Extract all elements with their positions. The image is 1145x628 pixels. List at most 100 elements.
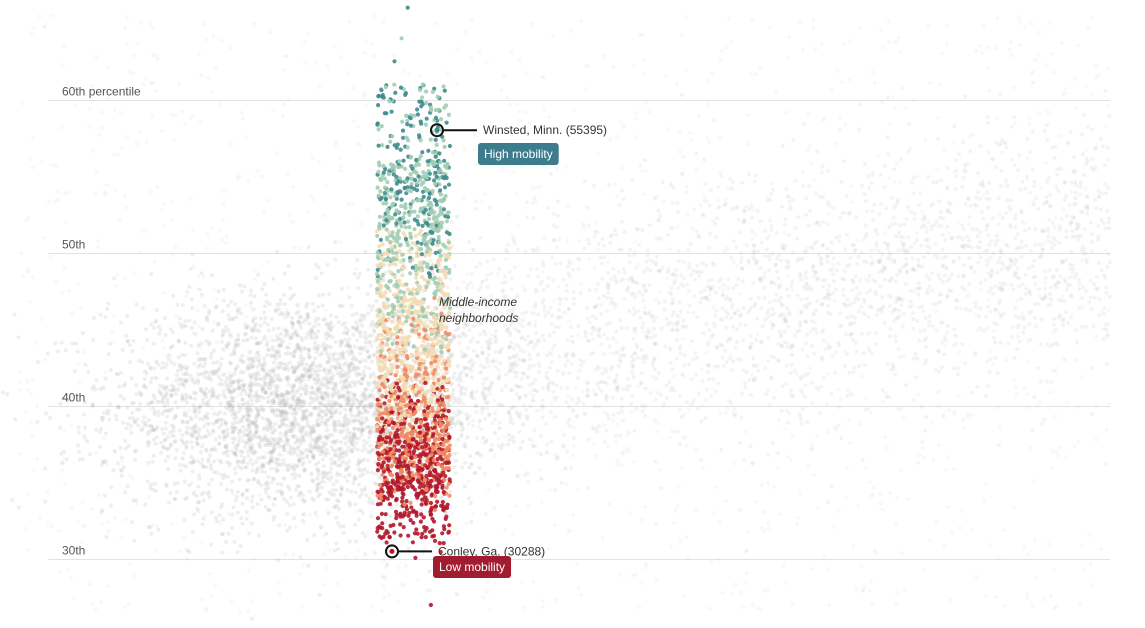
background-point: [601, 294, 606, 298]
background-point: [185, 548, 190, 553]
background-point: [263, 390, 268, 395]
background-point: [294, 464, 299, 469]
background-point: [531, 363, 536, 368]
background-point: [689, 377, 694, 382]
background-point: [250, 468, 255, 473]
background-point: [990, 216, 995, 221]
background-point: [142, 415, 147, 420]
background-point: [315, 435, 320, 440]
background-point: [255, 468, 259, 473]
background-point: [328, 375, 333, 380]
background-point: [226, 401, 231, 406]
background-point: [340, 375, 344, 380]
background-point: [477, 418, 482, 423]
background-point: [602, 243, 607, 248]
background-point: [152, 366, 157, 371]
background-point: [300, 417, 305, 422]
background-point: [276, 457, 281, 462]
background-point: [848, 302, 853, 307]
background-point: [98, 444, 103, 449]
background-point: [509, 340, 514, 345]
background-point: [298, 357, 303, 362]
background-point: [265, 339, 270, 344]
background-point: [887, 250, 892, 255]
background-point: [232, 451, 237, 456]
background-point: [478, 370, 483, 375]
background-point: [177, 428, 182, 433]
background-point: [174, 447, 179, 452]
background-point: [1010, 325, 1015, 330]
background-point: [698, 300, 703, 305]
background-point: [215, 304, 219, 309]
background-point: [94, 378, 99, 383]
background-point: [272, 514, 277, 519]
background-point: [58, 401, 63, 406]
background-point: [130, 401, 135, 406]
background-point: [310, 454, 315, 459]
background-point: [204, 434, 209, 439]
background-point: [653, 315, 658, 320]
background-point: [220, 309, 225, 313]
background-point: [747, 308, 752, 312]
background-point: [926, 174, 931, 179]
background-point: [801, 122, 806, 127]
background-point: [1049, 246, 1054, 251]
background-point: [266, 437, 271, 442]
background-point: [611, 336, 616, 341]
background-point: [66, 413, 71, 418]
background-point: [474, 470, 479, 475]
background-point: [350, 361, 355, 366]
background-point: [882, 277, 887, 282]
background-point: [701, 331, 706, 336]
background-point: [58, 425, 63, 430]
background-point: [261, 427, 266, 432]
background-point: [293, 487, 298, 492]
background-point: [227, 403, 232, 408]
background-point: [280, 493, 285, 497]
background-point: [770, 306, 775, 311]
background-point: [342, 321, 347, 326]
background-point: [814, 190, 818, 195]
background-point: [175, 405, 180, 410]
background-point: [735, 340, 740, 344]
background-point: [241, 383, 246, 388]
background-point: [275, 462, 280, 466]
background-point: [328, 368, 333, 373]
background-point: [267, 424, 272, 429]
background-point: [288, 406, 293, 411]
background-point: [365, 470, 370, 475]
background-point: [258, 407, 263, 412]
background-point: [662, 307, 667, 312]
background-point: [193, 391, 198, 396]
background-point: [261, 463, 266, 468]
background-point: [102, 493, 107, 498]
background-point: [266, 322, 271, 327]
background-point: [478, 453, 483, 458]
background-point: [337, 363, 342, 367]
background-point: [452, 371, 457, 376]
background-point: [1062, 180, 1067, 185]
background-point: [535, 389, 540, 394]
background-point: [226, 313, 231, 318]
background-point: [277, 523, 282, 528]
background-point: [955, 372, 960, 377]
background-point: [565, 359, 570, 363]
background-point: [612, 380, 617, 385]
background-point: [154, 308, 159, 313]
background-point: [1017, 339, 1022, 344]
background-point: [707, 245, 712, 250]
background-point: [986, 304, 991, 309]
background-point: [974, 49, 979, 53]
background-point: [987, 197, 992, 202]
background-point: [553, 324, 558, 329]
background-point: [297, 377, 301, 382]
background-point: [237, 386, 242, 391]
background-point: [862, 192, 867, 196]
background-point: [707, 377, 711, 382]
background-point: [482, 377, 486, 382]
background-point: [954, 297, 958, 302]
background-point: [783, 217, 788, 222]
background-point: [146, 402, 150, 406]
background-point: [936, 389, 941, 394]
background-point: [189, 396, 193, 401]
